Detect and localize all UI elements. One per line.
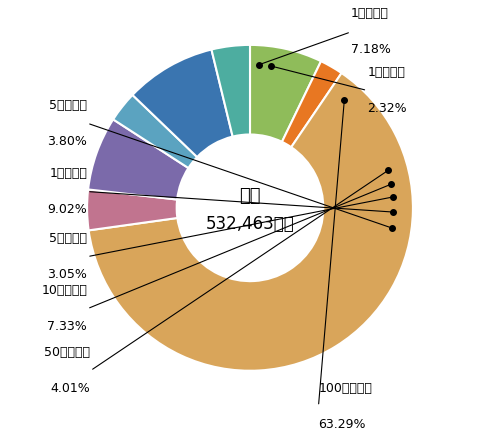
Text: 合計: 合計 (240, 187, 261, 205)
Text: 4.01%: 4.01% (50, 382, 90, 395)
Text: 1千株未満: 1千株未満 (368, 66, 405, 79)
Text: 50万株以上: 50万株以上 (44, 346, 90, 359)
Text: 5千株以上: 5千株以上 (49, 99, 87, 112)
Wedge shape (282, 61, 342, 147)
Text: 5万株以上: 5万株以上 (49, 232, 87, 245)
Wedge shape (88, 119, 188, 200)
Text: 100万株以上: 100万株以上 (318, 382, 372, 395)
Text: 1千株以上: 1千株以上 (351, 7, 389, 20)
Text: 63.29%: 63.29% (318, 418, 366, 431)
Wedge shape (87, 189, 178, 230)
Text: 9.02%: 9.02% (48, 203, 87, 216)
Text: 3.80%: 3.80% (47, 135, 87, 148)
Text: 10万株以上: 10万株以上 (41, 284, 87, 297)
Wedge shape (250, 45, 321, 142)
Text: 7.18%: 7.18% (351, 43, 391, 56)
Text: 3.05%: 3.05% (47, 268, 87, 281)
Wedge shape (132, 49, 232, 157)
Text: 1万株以上: 1万株以上 (49, 167, 87, 180)
Text: 2.32%: 2.32% (368, 102, 407, 115)
Text: 532,463千株: 532,463千株 (206, 215, 294, 233)
Text: 7.33%: 7.33% (48, 320, 87, 333)
Wedge shape (88, 73, 413, 371)
Wedge shape (212, 45, 250, 137)
Wedge shape (113, 95, 197, 168)
